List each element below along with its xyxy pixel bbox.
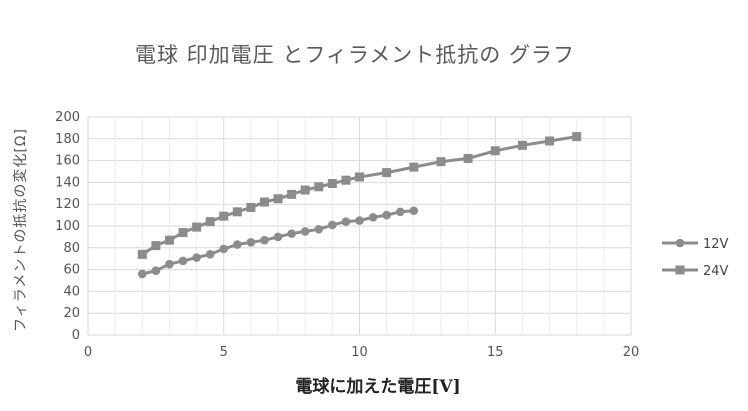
data-point (517, 140, 527, 150)
data-point (395, 207, 405, 217)
data-point (219, 211, 229, 221)
data-point (219, 244, 229, 254)
data-point (328, 220, 337, 230)
x-tick-label: 15 (487, 345, 504, 360)
legend-label: 12V (703, 237, 729, 252)
data-point (355, 172, 364, 182)
data-point (151, 241, 161, 251)
y-tick-label: 100 (55, 219, 80, 234)
data-point (382, 210, 391, 220)
data-point (205, 250, 215, 259)
data-point (382, 168, 392, 178)
data-point (233, 240, 242, 249)
y-tick-label: 0 (72, 328, 80, 343)
data-point (246, 202, 256, 212)
data-point (368, 212, 378, 222)
y-tick-label: 120 (55, 197, 80, 212)
legend-entry: 12V (662, 237, 729, 252)
data-point (178, 256, 188, 266)
data-point (355, 216, 364, 225)
data-point (151, 266, 161, 275)
data-point (327, 178, 337, 188)
data-point (138, 269, 147, 279)
data-point (259, 197, 269, 207)
data-point (436, 157, 446, 167)
data-point (300, 227, 310, 236)
x-tick-label: 10 (351, 345, 368, 360)
legend-marker (675, 238, 685, 248)
chart-title: 電球 印加電圧 とフィラメント抵抗の グラフ (135, 43, 575, 67)
x-tick-label: 20 (623, 345, 640, 360)
data-point (246, 238, 256, 247)
data-point (287, 189, 297, 199)
data-point (409, 206, 419, 216)
y-tick-label: 200 (55, 110, 80, 125)
data-point (273, 232, 283, 242)
grid (87, 116, 632, 336)
data-point (165, 259, 174, 269)
data-point (137, 249, 147, 259)
data-point (409, 162, 419, 172)
data-point (490, 146, 500, 156)
legend-marker (675, 265, 685, 275)
data-point (205, 217, 215, 227)
x-axis-label: 電球に加えた電圧[V] (295, 377, 460, 397)
data-point (463, 153, 473, 163)
axis-ticks: 0 20 40 60 80 100 120 140 160 180 200 0 5 10 15 20 (55, 110, 639, 360)
data-point (545, 136, 555, 146)
y-tick-label: 60 (63, 263, 80, 278)
y-tick-label: 80 (63, 241, 80, 256)
data-point (273, 194, 283, 204)
y-tick-label: 180 (55, 132, 80, 147)
y-tick-label: 20 (63, 306, 80, 321)
data-point (178, 228, 188, 238)
data-point (260, 235, 269, 245)
x-tick-label: 5 (220, 345, 228, 360)
data-point (341, 175, 351, 185)
data-point (232, 207, 242, 217)
series-24V (137, 132, 582, 259)
data-point (314, 182, 324, 192)
legend: 12V 24V (662, 237, 729, 279)
data-point (341, 217, 351, 226)
data-point (314, 224, 324, 234)
legend-entry: 24V (662, 264, 729, 279)
x-tick-label: 0 (84, 345, 92, 360)
data-point (300, 185, 310, 195)
data-point (287, 229, 296, 238)
y-tick-label: 40 (63, 284, 80, 299)
data-point (572, 132, 582, 142)
y-axis-label: フィラメントの抵抗の変化[Ω] (12, 128, 29, 332)
data-point (164, 235, 174, 245)
y-tick-label: 140 (55, 175, 80, 190)
y-tick-label: 160 (55, 154, 80, 169)
legend-label: 24V (703, 264, 729, 279)
data-point (192, 253, 201, 262)
series-12V (138, 206, 419, 279)
data-point (192, 222, 202, 232)
series-group (137, 132, 582, 279)
